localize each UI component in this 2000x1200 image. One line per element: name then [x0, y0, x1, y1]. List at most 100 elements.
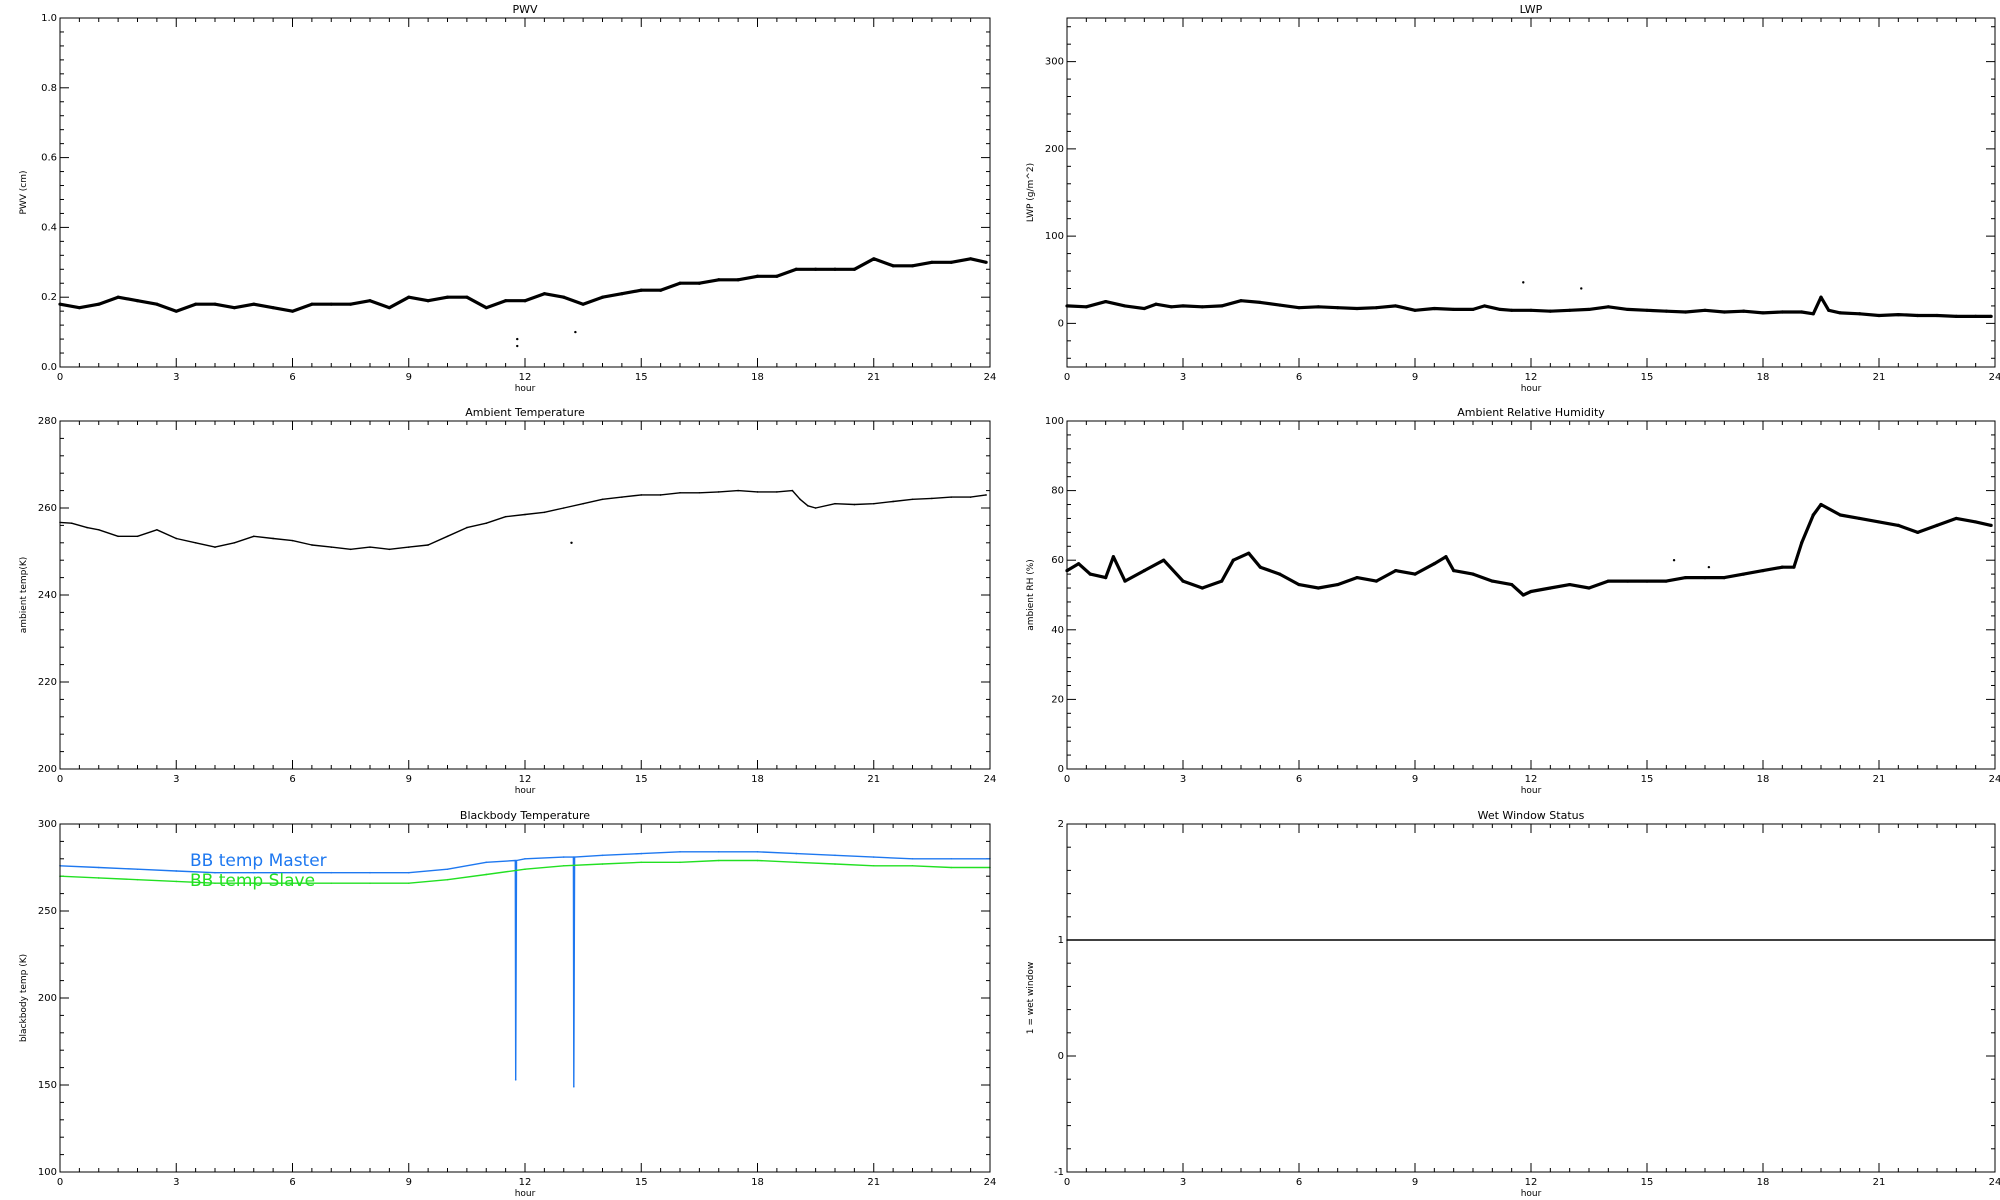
data-point [311, 544, 313, 546]
series-line-0 [59, 489, 987, 550]
data-point [852, 267, 856, 271]
data-point [97, 877, 100, 879]
series-line-0 [1066, 502, 1992, 597]
plot-frame [1066, 420, 1996, 770]
x-tick-label: 18 [1757, 372, 1770, 383]
data-point [1587, 586, 1591, 590]
x-tick-label: 3 [1180, 774, 1186, 785]
x-tick-label: 18 [1757, 774, 1770, 785]
data-point [1142, 306, 1146, 311]
data-point [1703, 308, 1707, 312]
data-point [291, 539, 294, 542]
data-point [1413, 308, 1417, 312]
x-axis-label: hour [1521, 384, 1542, 394]
data-point [807, 505, 809, 507]
data-point [485, 873, 488, 876]
x-tick-label: 15 [1641, 774, 1654, 785]
x-axis-label: hour [515, 384, 536, 394]
data-point [799, 498, 801, 501]
data-point [194, 542, 197, 544]
data-point [911, 858, 914, 860]
data-point [1896, 313, 1900, 317]
data-point [136, 535, 139, 538]
data-point [1316, 586, 1320, 590]
data-point [911, 864, 914, 867]
chart-title: LWP [1520, 3, 1543, 16]
x-tick-label: 3 [1180, 1177, 1186, 1188]
data-point [1077, 562, 1081, 566]
x-tick-label: 9 [1412, 774, 1418, 785]
data-point [86, 526, 88, 529]
data-point [214, 546, 216, 548]
x-tick-label: 6 [1296, 372, 1302, 383]
data-point [1819, 295, 1823, 299]
data-point [814, 267, 818, 271]
data-point [1703, 576, 1707, 580]
data-point [1498, 307, 1502, 312]
data-point [1800, 310, 1804, 314]
data-point [1877, 313, 1881, 318]
data-point [834, 863, 836, 865]
data-point [756, 491, 759, 493]
chart-title: PWV [512, 3, 538, 16]
data-point [1239, 299, 1243, 303]
data-point [1123, 304, 1127, 308]
data-point [194, 302, 198, 306]
data-point [1645, 579, 1649, 583]
x-axis-label: hour [515, 1189, 536, 1199]
data-point [407, 295, 411, 299]
data-point [175, 537, 178, 540]
data-point [969, 496, 972, 498]
x-tick-label: 24 [984, 372, 997, 383]
data-point [1838, 513, 1842, 517]
data-point [1954, 314, 1958, 318]
data-point [1258, 565, 1262, 569]
x-tick-label: 21 [1873, 1177, 1886, 1188]
data-point [911, 498, 914, 501]
data-point [1645, 308, 1649, 312]
data-point [1200, 586, 1204, 590]
chart-title: Wet Window Status [1478, 809, 1585, 822]
outlier-point [516, 337, 519, 341]
y-tick-label: -1 [1054, 1167, 1064, 1178]
data-point [446, 868, 449, 871]
data-point [639, 288, 643, 292]
data-point [1877, 520, 1881, 524]
data-point [1432, 306, 1436, 311]
outlier-point [1707, 565, 1711, 569]
y-tick-label: 100 [1045, 231, 1064, 242]
data-point [1374, 306, 1378, 310]
data-point [679, 491, 681, 494]
data-point [213, 302, 217, 306]
data-point [330, 871, 333, 874]
data-point [1989, 314, 1993, 318]
data-point [950, 858, 953, 860]
data-point [1954, 516, 1958, 521]
data-point [659, 494, 662, 496]
x-tick-label: 6 [289, 372, 295, 383]
data-point [872, 257, 876, 261]
data-point [969, 257, 973, 261]
data-point [407, 871, 410, 874]
data-point [427, 544, 429, 546]
data-point [601, 854, 604, 857]
data-point [291, 871, 294, 874]
y-tick-label: 200 [1045, 144, 1064, 155]
data-point [407, 546, 410, 548]
y-tick-label: 100 [38, 1167, 57, 1178]
data-point [1247, 551, 1251, 555]
data-point [1587, 307, 1591, 312]
data-point [1568, 582, 1572, 587]
y-tick-label: 220 [38, 677, 57, 688]
x-tick-label: 24 [1989, 372, 2000, 383]
chart-title: Blackbody Temperature [460, 809, 590, 822]
data-point [1819, 502, 1823, 507]
x-tick-label: 9 [1412, 1177, 1418, 1188]
x-tick-label: 12 [1525, 774, 1538, 785]
data-point [1510, 308, 1514, 312]
data-point [678, 281, 682, 285]
outlier-point [1522, 281, 1525, 284]
data-point [290, 309, 295, 313]
x-tick-label: 0 [1064, 372, 1070, 383]
